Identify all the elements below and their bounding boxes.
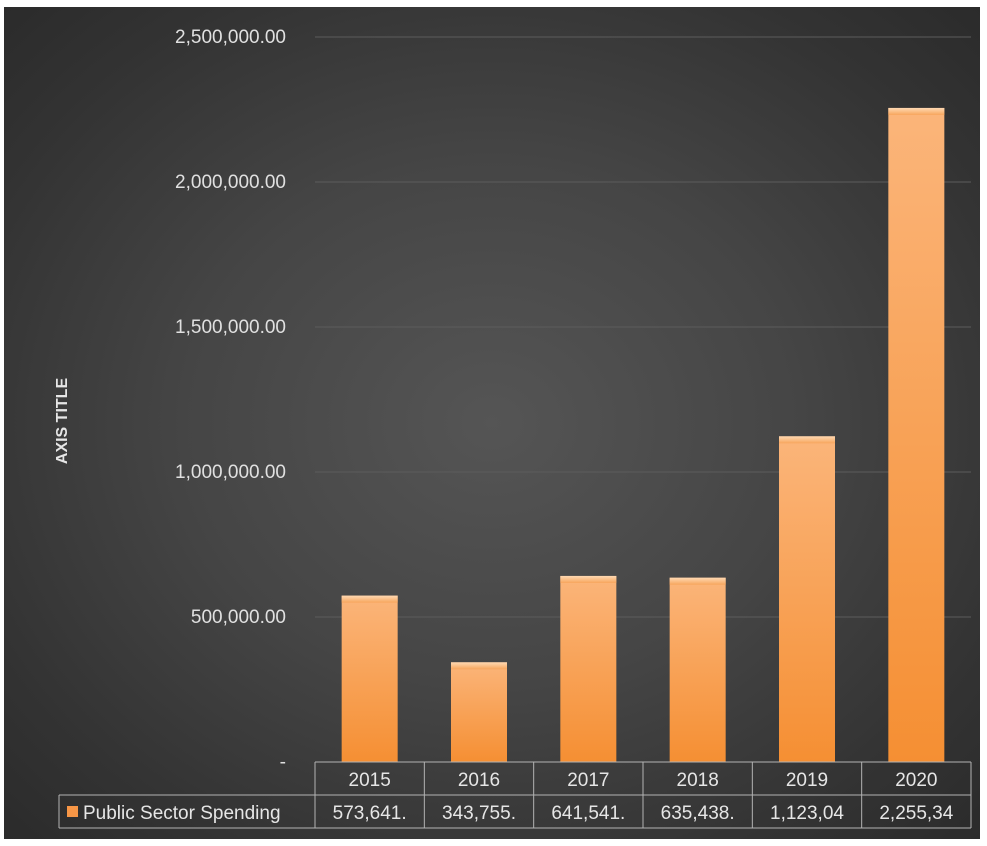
data-label: 635,438. bbox=[661, 803, 735, 824]
bar-2016 bbox=[451, 662, 507, 762]
bar-top-bevel bbox=[451, 662, 507, 670]
bar-2020 bbox=[888, 107, 945, 762]
category-label: 2017 bbox=[567, 770, 609, 791]
bar bbox=[669, 577, 726, 762]
y-axis-title: AXIS TITLE bbox=[54, 378, 71, 465]
bars bbox=[341, 107, 945, 762]
bar bbox=[341, 595, 398, 762]
bar bbox=[560, 575, 617, 762]
gridlines bbox=[315, 36, 971, 618]
data-label: 343,755. bbox=[442, 803, 516, 824]
legend-key bbox=[67, 806, 78, 817]
bar-top-bevel bbox=[560, 575, 617, 583]
y-tick-label: 2,500,000.00 bbox=[175, 27, 286, 48]
y-axis-ticks: - 500,000.00 1,000,000.00 1,500,000.00 2,000… bbox=[175, 27, 286, 773]
data-label: 2,255,34 bbox=[879, 803, 953, 824]
bar bbox=[451, 662, 507, 762]
y-tick-label: 500,000.00 bbox=[191, 607, 286, 628]
category-label: 2016 bbox=[458, 770, 500, 791]
bar bbox=[779, 436, 835, 762]
category-label: 2020 bbox=[895, 770, 937, 791]
bar bbox=[888, 107, 945, 762]
data-table: 2015 573,641. 2016 343,755. 2017 641,541. 2018… bbox=[58, 761, 972, 829]
y-tick-label: 2,000,000.00 bbox=[175, 172, 286, 193]
y-tick-label: 1,500,000.00 bbox=[175, 317, 286, 338]
data-label: 641,541. bbox=[551, 803, 625, 824]
bar-top-bevel bbox=[341, 595, 398, 603]
bar-top-bevel bbox=[888, 107, 945, 115]
y-tick-label: 1,000,000.00 bbox=[175, 462, 286, 483]
category-label: 2015 bbox=[349, 770, 391, 791]
bar-chart: - 500,000.00 1,000,000.00 1,500,000.00 2,000… bbox=[54, 27, 972, 829]
category-label: 2018 bbox=[677, 770, 719, 791]
bar-2015 bbox=[341, 595, 398, 762]
data-label: 573,641. bbox=[333, 803, 407, 824]
bar-top-bevel bbox=[779, 436, 835, 444]
legend-series-label: Public Sector Spending bbox=[83, 803, 281, 824]
data-label: 1,123,04 bbox=[770, 803, 844, 824]
bar-2019 bbox=[779, 436, 835, 762]
y-tick-label: - bbox=[280, 752, 286, 773]
bar-2018 bbox=[669, 577, 726, 762]
bar-2017 bbox=[560, 575, 617, 762]
bar-top-bevel bbox=[669, 577, 726, 585]
chart-area: - 500,000.00 1,000,000.00 1,500,000.00 2,000… bbox=[4, 7, 980, 839]
category-label: 2019 bbox=[786, 770, 828, 791]
